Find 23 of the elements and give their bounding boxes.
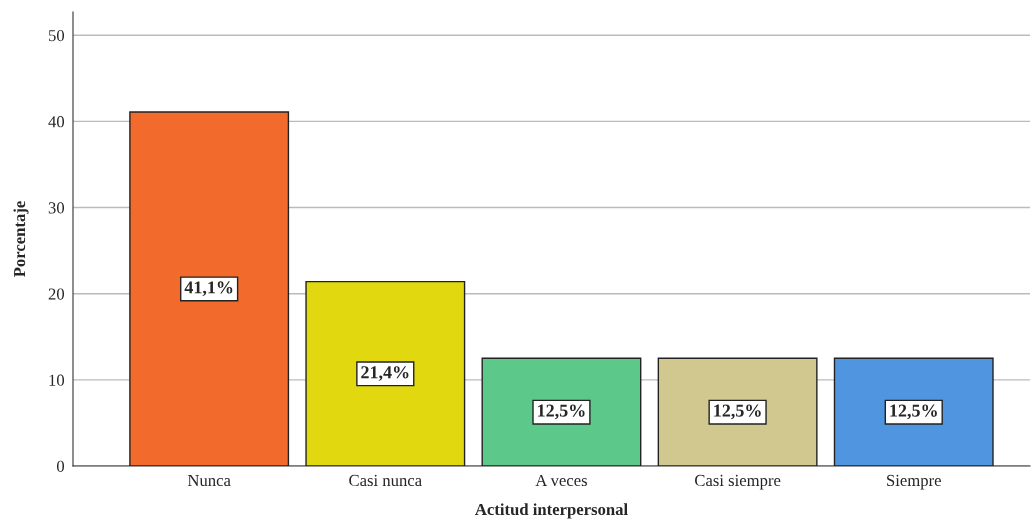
x-tick-label: Casi nunca	[349, 474, 422, 487]
y-tick-label: 0	[56, 460, 65, 472]
x-tick-label: Casi siempre	[695, 474, 781, 490]
bar	[833, 357, 994, 466]
y-tick-label: 10	[49, 374, 65, 386]
bar	[129, 111, 290, 466]
x-tick-label: A veces	[535, 474, 587, 487]
x-axis-title: Actitud interpersonal	[475, 503, 628, 519]
data-label: 21,4%	[361, 366, 409, 381]
data-label: 12,5%	[538, 404, 585, 420]
bar	[481, 357, 642, 466]
y-tick-label: 20	[48, 288, 65, 300]
data-label: 12,5%	[890, 404, 937, 420]
x-tick-label: Siempre	[887, 474, 941, 490]
y-axis-title: Porcentaje	[13, 201, 29, 277]
x-tick-label: Nunca	[187, 474, 231, 487]
bar	[657, 357, 818, 466]
y-tick-label: 40	[48, 116, 65, 128]
bar	[305, 280, 466, 466]
y-tick-label: 30	[48, 202, 65, 214]
y-tick-label: 50	[48, 29, 65, 42]
data-label: 41,1%	[184, 281, 233, 297]
data-label: 12,5%	[714, 404, 761, 420]
